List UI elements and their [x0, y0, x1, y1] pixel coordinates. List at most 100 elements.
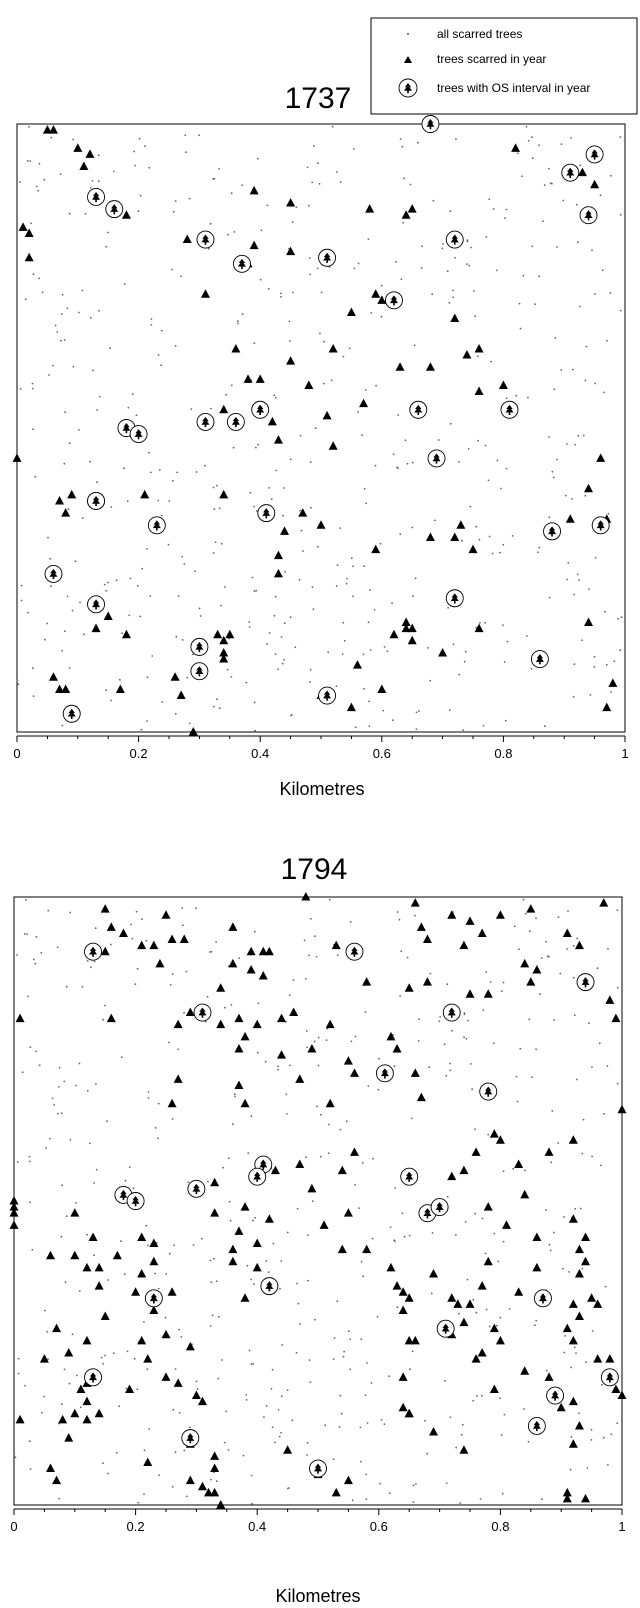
scarred-tree-dot — [578, 305, 581, 308]
x-tick-label: 0.4 — [248, 1519, 266, 1534]
os-interval-marker — [375, 1064, 394, 1083]
scarred-tree-dot — [576, 573, 579, 576]
scarred-in-year-marker — [252, 1262, 262, 1272]
scarred-tree-dot — [327, 651, 330, 654]
scarred-tree-dot — [222, 1166, 225, 1169]
scarred-in-year-marker — [352, 660, 362, 669]
scarred-tree-dot — [89, 1142, 91, 1145]
scarred-tree-dot — [248, 1349, 251, 1352]
scarred-tree-dot — [458, 1312, 460, 1315]
scarred-in-year-marker — [234, 1013, 244, 1023]
scarred-tree-dot — [327, 1152, 330, 1155]
scarred-in-year-marker — [228, 922, 238, 931]
scarred-in-year-marker — [240, 1031, 250, 1041]
scarred-in-year-marker — [325, 1019, 335, 1029]
scarred-tree-dot — [232, 446, 235, 449]
scarred-tree-dot — [279, 1287, 281, 1290]
scarred-in-year-marker — [362, 1244, 372, 1254]
scarred-tree-dot — [365, 1473, 367, 1476]
x-axis-1794: 0 0.2 0.4 0.6 0.8 1 — [10, 1508, 626, 1534]
os-interval-marker — [500, 400, 519, 419]
scarred-tree-dot — [210, 407, 212, 410]
scarred-tree-dot — [377, 1057, 380, 1060]
scarred-tree-dot — [76, 1374, 78, 1377]
scarred-tree-dot — [157, 1137, 160, 1140]
scarred-in-year-marker — [252, 1019, 262, 1029]
scarred-tree-dot — [310, 506, 312, 509]
os-interval-marker — [442, 1003, 461, 1022]
scarred-tree-dot — [24, 298, 27, 301]
scarred-tree-dot — [418, 710, 420, 712]
scarred-tree-dot — [445, 1482, 448, 1484]
scarred-in-year-marker — [273, 435, 283, 444]
scarred-tree-dot — [591, 1066, 593, 1068]
scarred-tree-dot — [148, 1428, 151, 1430]
scarred-tree-dot — [414, 914, 416, 917]
scarred-tree-dot — [556, 458, 558, 461]
scarred-tree-dot — [521, 175, 523, 178]
scarred-in-year-marker — [568, 1135, 578, 1144]
scarred-tree-dot — [339, 527, 342, 529]
scarred-tree-dot — [98, 395, 101, 398]
scarred-tree-dot — [282, 514, 284, 517]
scarred-tree-dot — [463, 1012, 466, 1015]
scarred-tree-dot — [437, 439, 440, 441]
scarred-tree-dot — [29, 1201, 31, 1204]
scarred-tree-dot — [53, 1104, 56, 1106]
scarred-tree-dot — [157, 1102, 160, 1105]
scarred-in-year-marker — [453, 1299, 463, 1308]
scarred-tree-dot — [339, 181, 342, 184]
os-interval-marker — [436, 1319, 455, 1338]
scarred-in-year-marker — [407, 635, 417, 645]
scarred-tree-dot — [115, 579, 118, 582]
scarred-tree-dot — [172, 1408, 175, 1411]
scarred-in-year-marker — [213, 629, 223, 639]
scarred-tree-dot — [464, 650, 467, 653]
scarred-tree-dot — [570, 1436, 573, 1439]
scarred-tree-dot — [157, 354, 160, 356]
scarred-in-year-marker — [9, 1220, 19, 1229]
scarred-tree-dot — [280, 295, 282, 298]
scarred-tree-dot — [397, 467, 399, 470]
scarred-tree-dot — [516, 152, 519, 155]
scarred-tree-dot — [401, 145, 404, 148]
scarred-tree-dot — [446, 1195, 449, 1198]
scarred-tree-dot — [78, 429, 80, 431]
scarred-tree-dot — [504, 719, 507, 722]
scarred-in-year-marker — [179, 934, 189, 944]
scarred-in-year-marker — [298, 508, 308, 517]
os-interval-marker — [87, 492, 105, 510]
scarred-tree-dot — [150, 324, 153, 326]
scarred-tree-dot — [508, 1308, 511, 1310]
scarred-tree-dot — [295, 206, 298, 209]
scarred-tree-dot — [291, 221, 294, 224]
scarred-in-year-marker — [468, 544, 478, 554]
scarred-tree-dot — [207, 247, 210, 250]
scarred-tree-dot — [130, 923, 133, 926]
scarred-tree-dot — [415, 711, 418, 714]
scarred-tree-dot — [28, 1155, 31, 1158]
scarred-tree-dot — [97, 180, 100, 183]
scarred-tree-dot — [575, 1352, 577, 1354]
scarred-tree-dot — [617, 618, 619, 620]
scarred-tree-dot — [341, 653, 344, 655]
scarred-tree-dot — [328, 266, 331, 268]
scarred-tree-dot — [566, 578, 569, 581]
scarred-tree-dot — [308, 954, 311, 957]
scarred-tree-dot — [431, 293, 434, 296]
os-interval-marker — [427, 449, 446, 468]
scarred-tree-dot — [190, 408, 193, 410]
scarred-in-year-marker — [219, 647, 229, 657]
scarred-tree-dot — [430, 1292, 433, 1295]
scarred-tree-dot — [545, 1369, 548, 1372]
scarred-tree-dot — [125, 1387, 128, 1390]
scarred-tree-dot — [361, 434, 363, 436]
scarred-tree-dot — [263, 1416, 265, 1418]
scarred-in-year-marker — [270, 1165, 280, 1175]
scarred-tree-dot — [245, 1394, 248, 1396]
scarred-in-year-marker — [322, 410, 332, 420]
scarred-in-year-marker — [371, 289, 381, 298]
os-interval-marker — [181, 1429, 200, 1448]
scarred-in-year-marker — [532, 964, 542, 974]
scarred-tree-dot — [61, 293, 64, 296]
